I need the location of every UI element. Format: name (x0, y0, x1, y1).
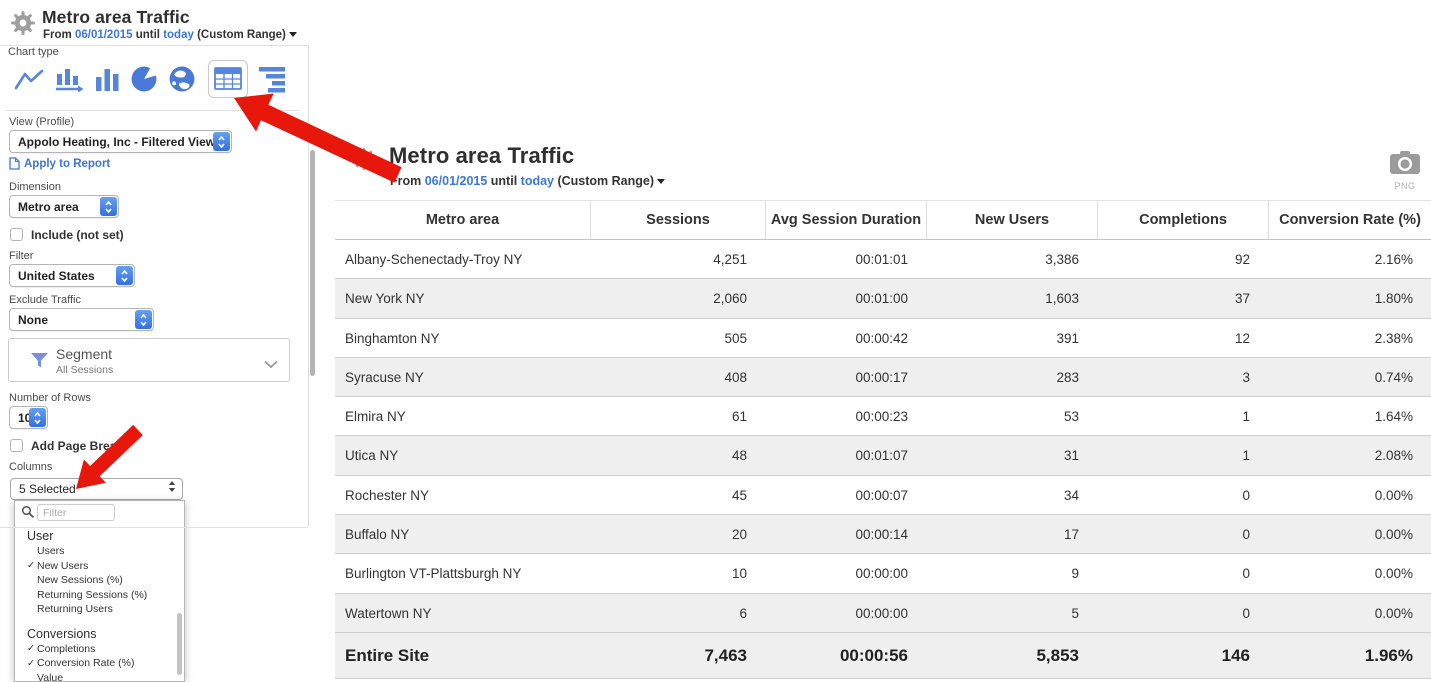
sidebar-scrollbar[interactable] (310, 150, 315, 376)
table-row: Rochester NY 45 00:00:07 34 0 0.00% (335, 476, 1431, 516)
report-date-range: From 06/01/2015 until today (Custom Rang… (390, 174, 666, 188)
filter-select[interactable]: United States (9, 264, 135, 287)
exclude-traffic-select[interactable]: None (9, 308, 154, 331)
columns-label: Columns (9, 461, 53, 473)
red-arrow-table-icon (234, 93, 402, 183)
check-icon: ✓ (27, 560, 35, 572)
view-profile-select[interactable]: Appolo Heating, Inc - Filtered View (9, 130, 232, 153)
document-icon (9, 157, 20, 170)
search-icon (21, 505, 35, 524)
columns-filter-input[interactable] (37, 504, 115, 521)
table-body: Albany-Schenectady-Troy NY 4,251 00:01:01 3… (335, 240, 1431, 633)
menu-item-value[interactable]: Value (37, 671, 64, 682)
chart-type-divider (6, 110, 300, 111)
column-group-conversions: Conversions (27, 626, 97, 641)
report-title: Metro area Traffic (389, 143, 575, 168)
check-icon: ✓ (27, 643, 35, 655)
col-header-metro-area[interactable]: Metro area (425, 212, 500, 228)
sidebar-bottom-divider (0, 527, 308, 528)
include-not-set-label: Include (not set) (31, 228, 124, 242)
segment-value: All Sessions (56, 364, 114, 376)
horizontal-bar-chart-icon[interactable] (254, 62, 288, 96)
view-profile-label: View (Profile) (9, 116, 75, 128)
table-row: Binghamton NY 505 00:00:42 391 12 2.38% (335, 319, 1431, 358)
table-total-row: Entire Site 7,463 00:00:56 5,853 146 1.9… (335, 632, 1431, 679)
menu-item-returning-sessions[interactable]: Returning Sessions (%) (37, 588, 148, 601)
sidebar-report-title: Metro area Traffic (42, 7, 190, 27)
table-row: Burlington VT-Plattsburgh NY 10 00:00:00 9 0… (335, 554, 1431, 594)
add-page-break-checkbox[interactable] (10, 439, 23, 452)
select-stepper-icon[interactable] (213, 132, 230, 151)
from-date-link[interactable]: 06/01/2015 (74, 29, 133, 41)
date-range-caret-icon[interactable] (288, 32, 297, 38)
col-header-new-users[interactable]: New Users (926, 201, 1097, 239)
menu-scrollbar[interactable] (177, 613, 182, 675)
report-gear-icon[interactable] (352, 147, 376, 176)
column-chart-icon[interactable] (90, 62, 124, 96)
number-of-rows-select[interactable]: 10 (9, 406, 48, 429)
table-row: New York NY 2,060 00:01:00 1,603 37 1.80% (335, 279, 1431, 319)
settings-gear-icon[interactable] (10, 10, 36, 41)
apply-to-report-link[interactable]: Apply to Report (9, 157, 110, 170)
from-date-link[interactable]: 06/01/2015 (424, 174, 488, 188)
menu-item-new-users[interactable]: ✓ New Users (15, 559, 184, 574)
select-arrows-icon (168, 480, 176, 498)
table-row: Elmira NY 61 00:00:23 53 1 1.64% (335, 397, 1431, 437)
exclude-traffic-label: Exclude Traffic (9, 294, 81, 306)
columns-select[interactable]: 5 Selected (10, 478, 183, 500)
filter-label: Filter (9, 250, 34, 262)
chart-type-label: Chart type (8, 46, 59, 58)
table-row: Albany-Schenectady-Troy NY 4,251 00:01:01 3… (335, 240, 1431, 280)
metro-area-table: Metro area Sessions Avg Session Duration… (335, 200, 1431, 679)
dimension-select[interactable]: Metro area (9, 195, 119, 218)
columns-dropdown-menu: User Users ✓New Users New Sessions (%) R… (14, 500, 185, 682)
table-row: Syracuse NY 408 00:00:17 283 3 0.74% (335, 357, 1431, 398)
table-chart-icon-selected[interactable] (208, 60, 248, 98)
line-chart-icon[interactable] (12, 62, 46, 96)
column-group-user: User (27, 529, 54, 543)
sidebar-top-divider (0, 45, 308, 46)
table-row: Utica NY 48 00:01:07 31 1 2.08% (335, 436, 1431, 476)
segment-panel[interactable]: Segment All Sessions (8, 338, 290, 382)
export-png-button[interactable]: PNG (1388, 151, 1422, 191)
select-stepper-icon[interactable] (100, 197, 117, 216)
number-of-rows-label: Number of Rows (9, 392, 91, 404)
columns-menu-filter-row (15, 501, 184, 524)
until-date-link[interactable]: today (163, 29, 194, 41)
export-png-label: PNG (1394, 181, 1416, 191)
total-label: Entire Site (345, 645, 430, 665)
menu-item-returning-users[interactable]: Returning Users (37, 603, 113, 616)
col-header-completions[interactable]: Completions (1097, 201, 1268, 239)
col-header-avg-session-duration[interactable]: Avg Session Duration (765, 201, 926, 239)
col-header-sessions[interactable]: Sessions (590, 201, 765, 239)
menu-item-users[interactable]: Users (37, 545, 65, 558)
segment-title: Segment (56, 346, 113, 362)
include-not-set-checkbox[interactable] (10, 228, 23, 241)
geo-map-icon[interactable] (165, 62, 199, 96)
until-date-link[interactable]: today (520, 174, 554, 188)
table-row: Buffalo NY 20 00:00:14 17 0 0.00% (335, 515, 1431, 555)
select-stepper-icon[interactable] (135, 310, 152, 329)
chevron-down-icon[interactable] (264, 356, 278, 374)
dimension-label: Dimension (9, 181, 61, 193)
sidebar-right-divider (308, 45, 309, 527)
bar-chart-icon[interactable] (52, 62, 86, 96)
check-icon: ✓ (27, 657, 35, 669)
camera-icon (1390, 151, 1420, 174)
segment-funnel-icon (31, 353, 48, 373)
sidebar-date-range: From 06/01/2015 until today (Custom Rang… (43, 29, 297, 41)
table-header-row: Metro area Sessions Avg Session Duration… (335, 200, 1431, 240)
pie-chart-icon[interactable] (127, 62, 161, 96)
date-range-caret-icon[interactable] (657, 179, 666, 185)
menu-item-conversion-rate[interactable]: ✓ Conversion Rate (%) (15, 656, 184, 671)
select-stepper-icon[interactable] (116, 266, 133, 285)
menu-item-completions[interactable]: ✓ Completions (15, 642, 184, 657)
select-stepper-icon[interactable] (29, 408, 46, 427)
col-header-conversion-rate[interactable]: Conversion Rate (%) (1268, 201, 1431, 239)
table-row: Watertown NY 6 00:00:00 5 0 0.00% (335, 593, 1431, 633)
add-page-break-label: Add Page Break (31, 439, 124, 453)
menu-item-new-sessions[interactable]: New Sessions (%) (37, 574, 123, 587)
